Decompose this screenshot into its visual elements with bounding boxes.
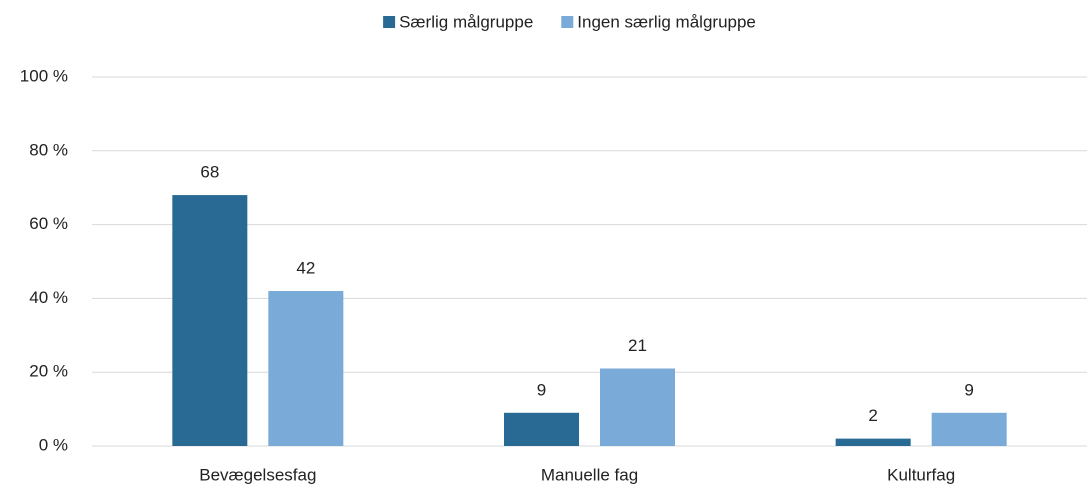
y-tick-label: 0 % xyxy=(39,435,68,454)
bar xyxy=(504,412,579,446)
y-tick-label: 100 % xyxy=(20,66,68,85)
bar xyxy=(268,291,344,446)
y-tick-label: 40 % xyxy=(29,288,68,307)
x-tick-label: Bevægelsesfag xyxy=(199,465,316,484)
value-label: 21 xyxy=(628,336,647,355)
x-tick-label: Kulturfag xyxy=(887,465,955,484)
bar xyxy=(172,195,248,446)
legend-label: Ingen særlig målgruppe xyxy=(577,12,756,31)
y-tick-label: 20 % xyxy=(29,362,68,381)
value-label: 68 xyxy=(200,163,219,182)
value-label: 9 xyxy=(537,380,546,399)
y-tick-label: 80 % xyxy=(29,140,68,159)
legend-label: Særlig målgruppe xyxy=(399,12,533,31)
bar xyxy=(835,438,911,446)
bar xyxy=(931,412,1007,446)
x-tick-label: Manuelle fag xyxy=(541,465,638,484)
bar xyxy=(600,368,675,446)
legend-swatch xyxy=(383,16,396,28)
y-tick-label: 60 % xyxy=(29,214,68,233)
value-label: 2 xyxy=(868,406,877,425)
value-label: 42 xyxy=(296,259,315,278)
legend-swatch xyxy=(561,16,574,28)
value-label: 9 xyxy=(964,380,973,399)
